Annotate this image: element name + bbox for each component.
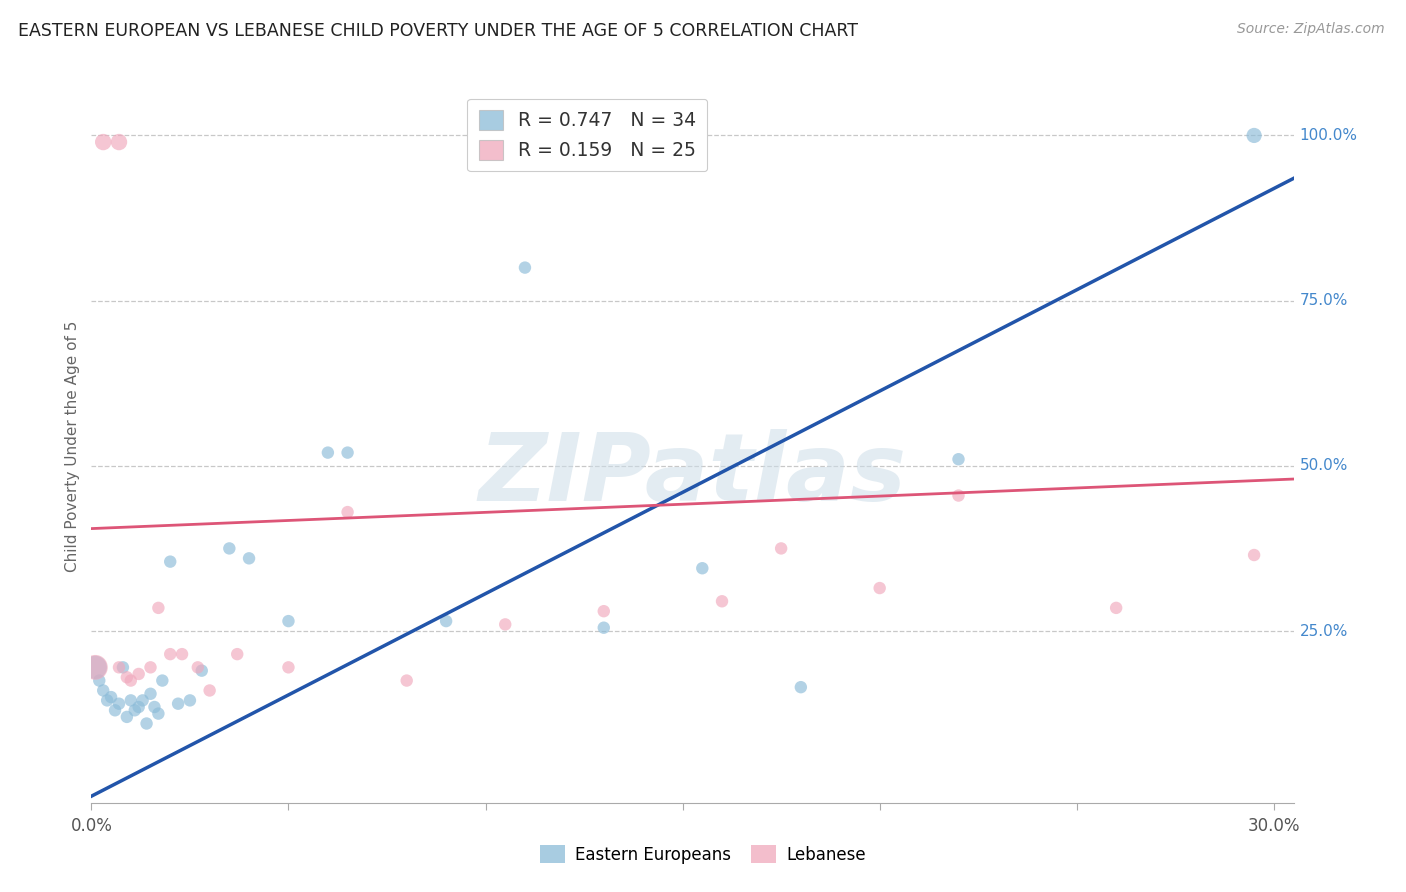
Point <box>108 697 131 711</box>
Point <box>395 673 418 688</box>
Point <box>135 716 157 731</box>
Point <box>190 664 212 678</box>
Point <box>128 700 150 714</box>
Point <box>96 693 118 707</box>
Point <box>91 135 114 149</box>
Legend: R = 0.747   N = 34, R = 0.159   N = 25: R = 0.747 N = 34, R = 0.159 N = 25 <box>467 99 707 171</box>
Point <box>692 561 714 575</box>
Point <box>592 621 614 635</box>
Point <box>187 660 209 674</box>
Legend: Eastern Europeans, Lebanese: Eastern Europeans, Lebanese <box>533 838 873 871</box>
Point <box>148 706 170 721</box>
Point <box>84 660 107 674</box>
Text: 100.0%: 100.0% <box>1299 128 1358 143</box>
Y-axis label: Child Poverty Under the Age of 5: Child Poverty Under the Age of 5 <box>65 320 80 572</box>
Text: ZIPatlas: ZIPatlas <box>478 428 907 521</box>
Point <box>948 489 970 503</box>
Point <box>115 710 138 724</box>
Point <box>91 683 114 698</box>
Point <box>108 660 131 674</box>
Point <box>1243 128 1265 143</box>
Text: Source: ZipAtlas.com: Source: ZipAtlas.com <box>1237 22 1385 37</box>
Point <box>148 600 170 615</box>
Point <box>226 647 249 661</box>
Point <box>790 680 813 694</box>
Point <box>159 555 181 569</box>
Point <box>277 614 299 628</box>
Point <box>104 703 127 717</box>
Point <box>277 660 299 674</box>
Point <box>336 505 359 519</box>
Point <box>120 693 142 707</box>
Point <box>120 673 142 688</box>
Point <box>238 551 260 566</box>
Text: 75.0%: 75.0% <box>1299 293 1348 308</box>
Point <box>1243 548 1265 562</box>
Text: 50.0%: 50.0% <box>1299 458 1348 474</box>
Point <box>336 445 359 459</box>
Point <box>948 452 970 467</box>
Point <box>179 693 201 707</box>
Point <box>434 614 457 628</box>
Point <box>128 667 150 681</box>
Point <box>494 617 516 632</box>
Point <box>115 670 138 684</box>
Point <box>592 604 614 618</box>
Point <box>1105 600 1128 615</box>
Point <box>111 660 134 674</box>
Point <box>513 260 536 275</box>
Point <box>108 135 131 149</box>
Point <box>198 683 221 698</box>
Point <box>150 673 173 688</box>
Point <box>139 660 162 674</box>
Text: EASTERN EUROPEAN VS LEBANESE CHILD POVERTY UNDER THE AGE OF 5 CORRELATION CHART: EASTERN EUROPEAN VS LEBANESE CHILD POVER… <box>18 22 858 40</box>
Point <box>159 647 181 661</box>
Point <box>218 541 240 556</box>
Point <box>89 673 111 688</box>
Point <box>124 703 146 717</box>
Point <box>100 690 122 704</box>
Point <box>170 647 193 661</box>
Point <box>143 700 166 714</box>
Text: 25.0%: 25.0% <box>1299 624 1348 639</box>
Point <box>84 660 107 674</box>
Point <box>316 445 339 459</box>
Point <box>139 687 162 701</box>
Point <box>131 693 153 707</box>
Point <box>711 594 734 608</box>
Point <box>167 697 190 711</box>
Point <box>869 581 891 595</box>
Point <box>770 541 793 556</box>
